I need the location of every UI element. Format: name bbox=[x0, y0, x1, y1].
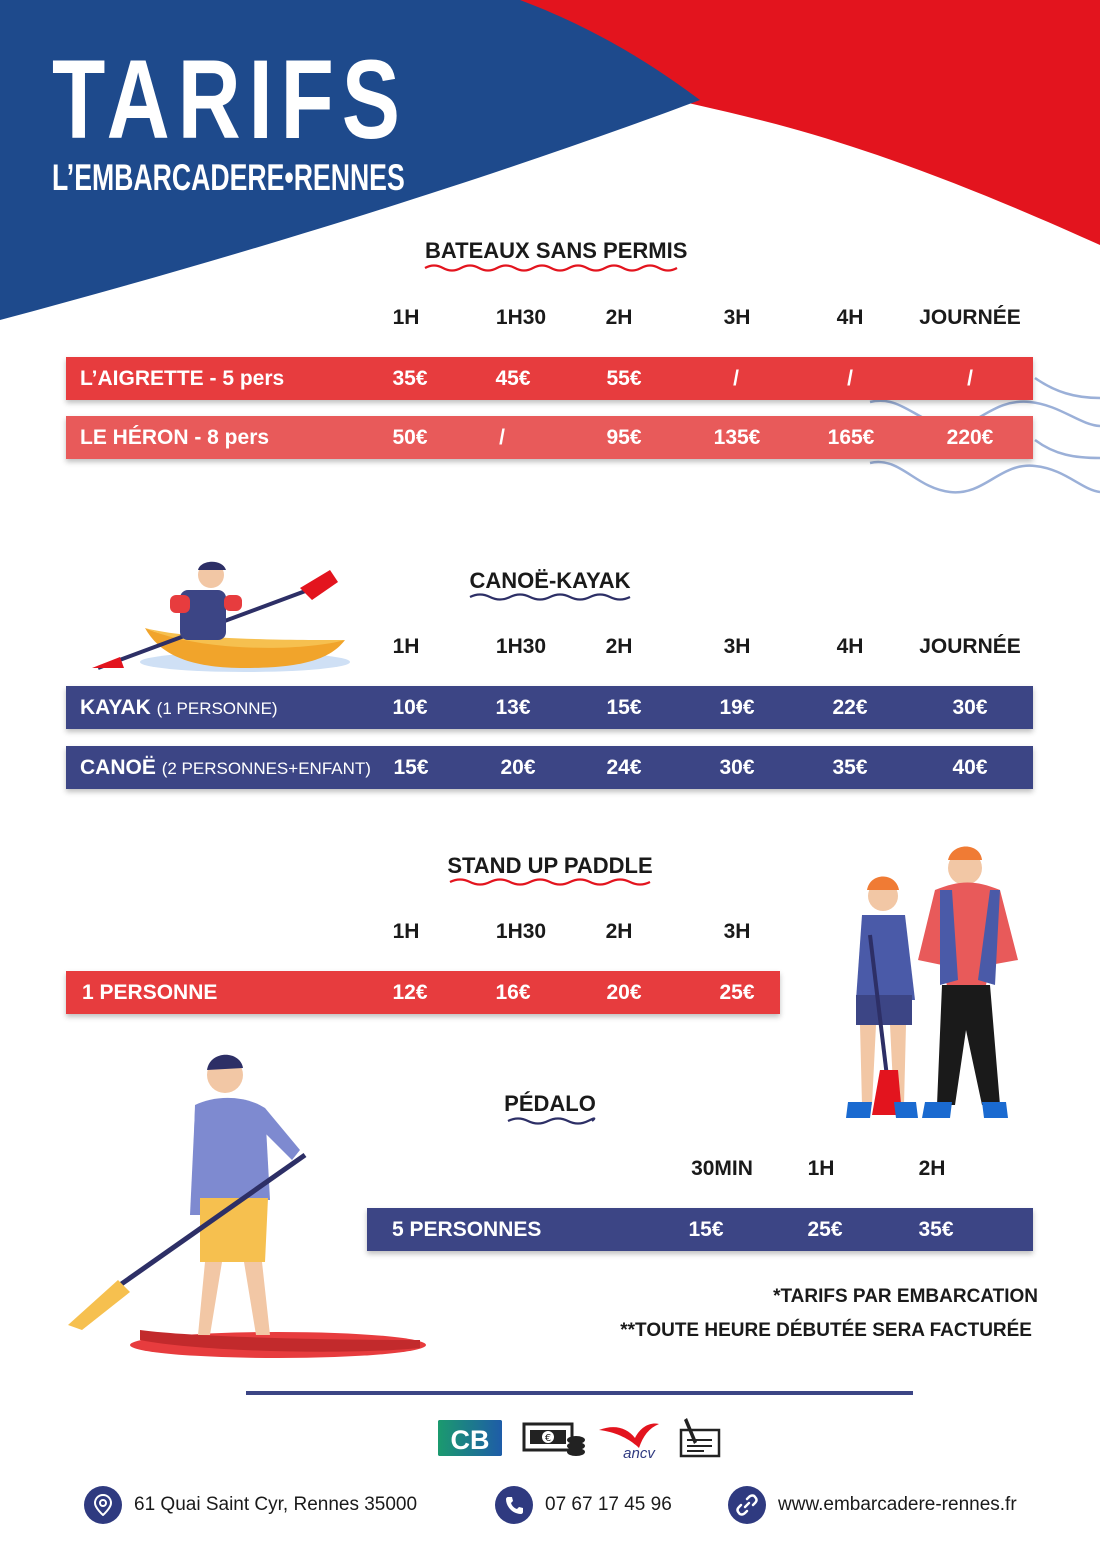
phone-icon bbox=[495, 1486, 533, 1524]
price-cell: 25€ bbox=[807, 1218, 843, 1241]
kayaker-illustration bbox=[92, 561, 350, 672]
price-cell: 15€ bbox=[688, 1218, 724, 1241]
column-header: 1H bbox=[392, 306, 420, 329]
price-cell: 35€ bbox=[392, 367, 428, 390]
column-header: 3H bbox=[723, 306, 751, 329]
section-title-bateaux: BATEAUX SANS PERMIS bbox=[425, 238, 688, 263]
price-cell: 16€ bbox=[495, 981, 531, 1004]
price-cell: / bbox=[847, 367, 853, 390]
price-cell: 35€ bbox=[832, 756, 868, 779]
price-cell: 15€ bbox=[393, 756, 429, 779]
price-cell: 20€ bbox=[500, 756, 536, 779]
row-label-detail: (2 PERSONNES+ENFANT) bbox=[161, 759, 371, 778]
column-header: 3H bbox=[723, 920, 751, 943]
price-cell: 25€ bbox=[719, 981, 755, 1004]
price-row-kayak: KAYAK (1 PERSONNE) 10€ 13€ 15€ 19€ 22€ 3… bbox=[66, 686, 1033, 729]
price-cell: 19€ bbox=[719, 696, 755, 719]
price-cell: 135€ bbox=[713, 426, 761, 449]
section-title-canoe: CANOË-KAYAK bbox=[469, 568, 631, 593]
row-label: KAYAK (1 PERSONNE) bbox=[80, 686, 278, 730]
column-header: 1H bbox=[392, 920, 420, 943]
price-cell: 12€ bbox=[392, 981, 428, 1004]
page-title: TARIFS bbox=[52, 37, 408, 162]
price-cell: 30€ bbox=[719, 756, 755, 779]
price-cell: 24€ bbox=[606, 756, 642, 779]
cb-card-icon: CB bbox=[438, 1418, 502, 1460]
column-header: 2H bbox=[605, 635, 633, 658]
price-cell: 20€ bbox=[606, 981, 642, 1004]
header-block: TARIFS L’EMBARCADERE•RENNES bbox=[52, 37, 542, 198]
row-label: 1 PERSONNE bbox=[82, 981, 218, 1004]
column-header: 30MIN bbox=[691, 1157, 753, 1180]
cash-icon: € bbox=[522, 1418, 588, 1460]
price-cell: 55€ bbox=[606, 367, 642, 390]
column-header: JOURNÉE bbox=[919, 306, 1021, 329]
row-label: CANOË (2 PERSONNES+ENFANT) bbox=[80, 746, 371, 790]
ancv-logo-text: ancv bbox=[623, 1445, 656, 1460]
cheque-icon bbox=[678, 1418, 722, 1460]
price-cell: 15€ bbox=[606, 696, 642, 719]
price-cell: 220€ bbox=[946, 426, 994, 449]
svg-text:€: € bbox=[545, 1433, 551, 1444]
address-text: 61 Quai Saint Cyr, Rennes 35000 bbox=[134, 1494, 418, 1515]
contact-address: 61 Quai Saint Cyr, Rennes 35000 bbox=[84, 1485, 417, 1525]
price-cell: 22€ bbox=[832, 696, 868, 719]
column-header: 4H bbox=[836, 306, 864, 329]
price-row-pedalo: 5 PERSONNES 15€ 25€ 35€ bbox=[367, 1208, 1033, 1251]
column-header: JOURNÉE bbox=[919, 635, 1021, 658]
contact-website: www.embarcadere-rennes.fr bbox=[728, 1485, 1017, 1525]
section-title-paddle: STAND UP PADDLE bbox=[447, 853, 653, 878]
section-title-pedalo: PÉDALO bbox=[504, 1091, 596, 1116]
price-cell: / bbox=[499, 426, 505, 449]
price-cell: 13€ bbox=[495, 696, 531, 719]
price-cell: 95€ bbox=[606, 426, 642, 449]
column-header: 4H bbox=[836, 635, 864, 658]
contact-phone: 07 67 17 45 96 bbox=[495, 1485, 672, 1525]
note-per-boat: *TARIFS PAR EMBARCATION bbox=[773, 1286, 1038, 1307]
column-header: 2H bbox=[605, 920, 633, 943]
price-cell: 40€ bbox=[952, 756, 988, 779]
note-hour-billed: **TOUTE HEURE DÉBUTÉE SERA FACTURÉE bbox=[620, 1320, 1032, 1341]
price-cell: / bbox=[733, 367, 739, 390]
row-label: 5 PERSONNES bbox=[392, 1218, 542, 1241]
column-header: 1H bbox=[807, 1157, 835, 1180]
footer-divider bbox=[246, 1391, 913, 1395]
price-cell: 50€ bbox=[392, 426, 428, 449]
people-illustration bbox=[846, 846, 1018, 1118]
column-header: 1H30 bbox=[495, 635, 547, 658]
row-label-main: CANOË bbox=[80, 756, 156, 779]
price-cell: / bbox=[967, 367, 973, 390]
row-label-main: KAYAK bbox=[80, 696, 151, 719]
price-row-canoe: CANOË (2 PERSONNES+ENFANT) 15€ 20€ 24€ 3… bbox=[66, 746, 1033, 789]
price-cell: 165€ bbox=[827, 426, 875, 449]
column-header: 1H30 bbox=[495, 306, 547, 329]
price-cell: 10€ bbox=[392, 696, 428, 719]
price-row-aigrette: L’AIGRETTE - 5 pers 35€ 45€ 55€ / / / bbox=[66, 357, 1033, 400]
page-subtitle: L’EMBARCADERE•RENNES bbox=[52, 157, 405, 198]
column-header: 3H bbox=[723, 635, 751, 658]
phone-link[interactable]: 07 67 17 45 96 bbox=[545, 1494, 672, 1515]
price-cell: 45€ bbox=[495, 367, 531, 390]
column-header: 1H bbox=[392, 635, 420, 658]
price-row-paddle: 1 PERSONNE 12€ 16€ 20€ 25€ bbox=[66, 971, 780, 1014]
location-pin-icon bbox=[84, 1486, 122, 1524]
paddleboarder-illustration bbox=[68, 1054, 426, 1358]
price-row-heron: LE HÉRON - 8 pers 50€ / 95€ 135€ 165€ 22… bbox=[66, 416, 1033, 459]
row-label: L’AIGRETTE - 5 pers bbox=[80, 367, 285, 390]
row-label: LE HÉRON - 8 pers bbox=[80, 426, 270, 449]
column-header: 1H30 bbox=[495, 920, 547, 943]
link-icon bbox=[728, 1486, 766, 1524]
column-header: 2H bbox=[605, 306, 633, 329]
price-cell: 35€ bbox=[918, 1218, 954, 1241]
price-cell: 30€ bbox=[952, 696, 988, 719]
column-header: 2H bbox=[918, 1157, 946, 1180]
website-link[interactable]: www.embarcadere-rennes.fr bbox=[778, 1494, 1017, 1515]
cb-logo-text: CB bbox=[451, 1425, 490, 1455]
ancv-logo: ancv bbox=[597, 1418, 661, 1462]
row-label-detail: (1 PERSONNE) bbox=[156, 699, 278, 718]
